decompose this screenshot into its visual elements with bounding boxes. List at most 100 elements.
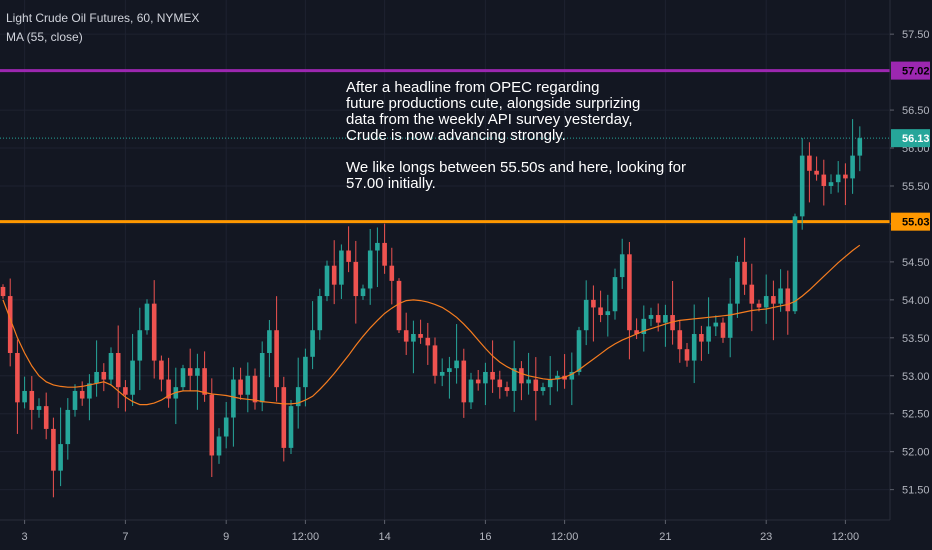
candle-body[interactable] <box>252 375 258 403</box>
candle-body[interactable] <box>591 299 596 308</box>
candle-body[interactable] <box>339 250 344 285</box>
candle-body[interactable] <box>389 265 395 281</box>
candle-body[interactable] <box>727 303 733 338</box>
candle-body[interactable] <box>828 182 834 186</box>
candle-body[interactable] <box>101 371 107 380</box>
candle-body[interactable] <box>540 387 546 391</box>
candle-body[interactable] <box>123 387 128 395</box>
candle-body[interactable] <box>483 371 488 384</box>
candle-body[interactable] <box>583 299 589 331</box>
candle-body[interactable] <box>353 261 359 297</box>
candle-body[interactable] <box>382 242 387 266</box>
annotation-text[interactable]: After a headline from OPEC regardingfutu… <box>346 79 686 192</box>
symbol-title[interactable]: Light Crude Oil Futures, 60, NYMEX <box>6 11 199 25</box>
candle-body[interactable] <box>130 360 135 395</box>
candle-body[interactable] <box>713 322 719 327</box>
candle-body[interactable] <box>475 379 481 384</box>
indicator-label[interactable]: MA (55, close) <box>6 30 83 44</box>
candle-body[interactable] <box>396 280 402 331</box>
candle-body[interactable] <box>317 296 323 331</box>
candle-body[interactable] <box>699 334 704 342</box>
candle-body[interactable] <box>0 286 6 297</box>
candle-body[interactable] <box>58 444 63 471</box>
candle-body[interactable] <box>375 242 380 251</box>
candle-body[interactable] <box>22 390 27 403</box>
candle-body[interactable] <box>468 379 474 403</box>
candle-body[interactable] <box>504 387 510 391</box>
candle-body[interactable] <box>324 265 330 297</box>
candle-body[interactable] <box>670 315 675 331</box>
candle-body[interactable] <box>799 155 805 217</box>
candle-body[interactable] <box>821 174 827 186</box>
candle-body[interactable] <box>159 360 164 380</box>
candle-body[interactable] <box>763 296 769 308</box>
candle-body[interactable] <box>655 315 661 323</box>
candle-body[interactable] <box>274 330 279 388</box>
candle-body[interactable] <box>641 318 647 335</box>
candle-body[interactable] <box>490 371 495 380</box>
candle-body[interactable] <box>411 334 416 342</box>
candle-body[interactable] <box>792 216 798 312</box>
candle-body[interactable] <box>202 368 207 395</box>
candle-body[interactable] <box>36 406 42 410</box>
candle-body[interactable] <box>756 303 762 308</box>
candle-body[interactable] <box>634 330 639 335</box>
candle-body[interactable] <box>238 379 243 395</box>
candle-body[interactable] <box>533 379 539 391</box>
candle-body[interactable] <box>87 383 92 399</box>
candle-body[interactable] <box>677 330 683 350</box>
candle-body[interactable] <box>137 330 143 361</box>
candle-body[interactable] <box>43 406 49 429</box>
candle-body[interactable] <box>360 288 366 297</box>
candle-body[interactable] <box>367 250 373 289</box>
candle-body[interactable] <box>151 303 157 361</box>
candle-body[interactable] <box>144 303 150 331</box>
candle-body[interactable] <box>454 360 459 369</box>
candle-body[interactable] <box>432 345 438 376</box>
candle-body[interactable] <box>843 174 848 179</box>
candle-body[interactable] <box>223 417 229 437</box>
candle-body[interactable] <box>108 352 114 380</box>
candle-body[interactable] <box>778 288 783 304</box>
candle-body[interactable] <box>295 387 301 407</box>
candle-body[interactable] <box>115 352 121 388</box>
candle-body[interactable] <box>51 428 56 471</box>
candle-body[interactable] <box>216 436 222 456</box>
candle-body[interactable] <box>245 375 251 395</box>
candle-body[interactable] <box>605 311 611 316</box>
candle-body[interactable] <box>835 174 841 183</box>
candle-body[interactable] <box>418 334 423 338</box>
candle-body[interactable] <box>691 334 697 361</box>
candle-body[interactable] <box>209 394 215 456</box>
candle-body[interactable] <box>619 254 625 278</box>
candle-body[interactable] <box>627 254 632 331</box>
candle-body[interactable] <box>166 379 171 399</box>
candle-body[interactable] <box>403 330 409 342</box>
candle-body[interactable] <box>72 390 78 410</box>
candle-body[interactable] <box>310 330 315 357</box>
candle-body[interactable] <box>195 368 200 376</box>
candle-body[interactable] <box>749 284 755 304</box>
candle-body[interactable] <box>785 288 791 312</box>
candle-body[interactable] <box>663 315 668 323</box>
time-axis[interactable]: 3 7 9 12:00 14 16 12:00 21 23 12:00 <box>0 519 890 543</box>
candle-body[interactable] <box>706 326 711 342</box>
candle-body[interactable] <box>65 409 71 445</box>
candle-body[interactable] <box>598 307 603 316</box>
candle-body[interactable] <box>187 368 193 376</box>
candle-body[interactable] <box>612 277 618 312</box>
candle-body[interactable] <box>771 296 776 304</box>
candle-body[interactable] <box>447 368 452 372</box>
candle-body[interactable] <box>94 371 99 384</box>
candle-body[interactable] <box>857 138 863 156</box>
candle-body[interactable] <box>180 368 186 388</box>
candle-body[interactable] <box>29 390 35 410</box>
candle-body[interactable] <box>288 406 294 448</box>
candle-body[interactable] <box>850 155 855 179</box>
candle-series[interactable] <box>0 119 863 498</box>
candle-body[interactable] <box>7 296 13 353</box>
candle-body[interactable] <box>281 387 287 448</box>
candle-body[interactable] <box>511 368 517 391</box>
